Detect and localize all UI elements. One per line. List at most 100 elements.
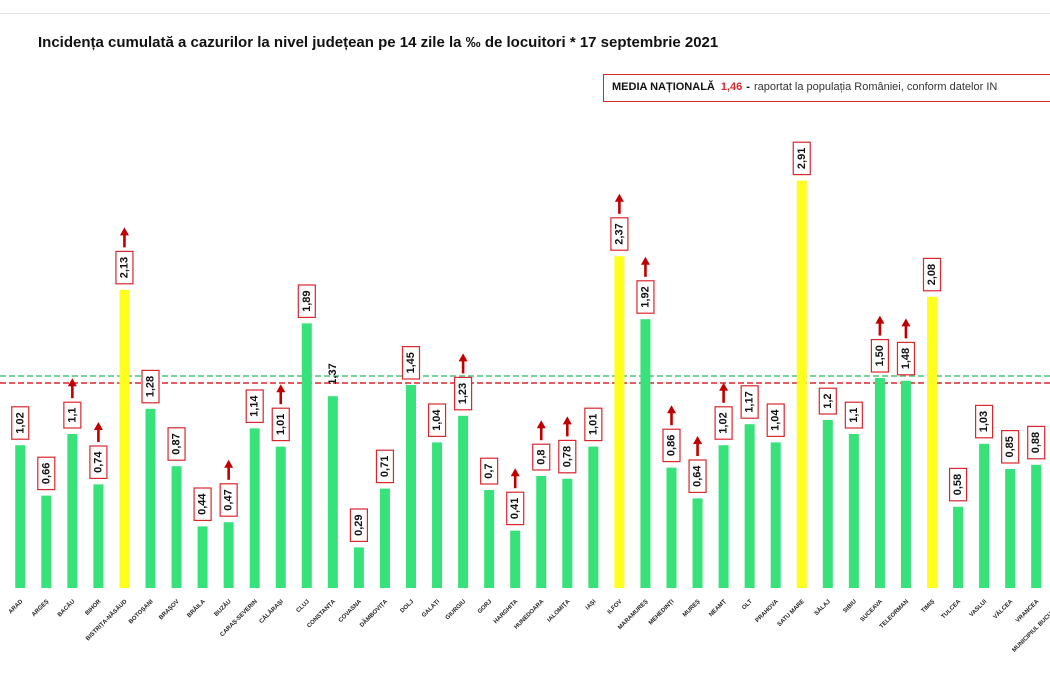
value-label-box <box>922 257 942 292</box>
value-label: 1,50 <box>874 345 886 366</box>
value-label-box <box>688 459 707 494</box>
bar <box>41 495 52 588</box>
category-label: ILFOV <box>607 599 624 616</box>
bar <box>484 490 495 588</box>
category-label: CONSTANȚA <box>306 598 337 629</box>
value-label-box <box>948 467 968 502</box>
value-label-box <box>844 401 863 429</box>
value-label: 0,41 <box>509 498 521 519</box>
value-label: 2,13 <box>118 257 130 278</box>
value-label: 1,04 <box>770 409 782 431</box>
category-label: OLT <box>741 599 754 612</box>
value-label-box <box>401 346 421 380</box>
category-label: VRANCEA <box>1015 598 1041 624</box>
bar <box>536 476 547 588</box>
trend-arrow-head <box>875 315 885 324</box>
value-label-box <box>740 385 759 419</box>
trend-arrow-head <box>640 256 650 265</box>
category-label: DOLJ <box>400 599 416 615</box>
category-label: SIBIU <box>842 599 858 615</box>
value-label: 0,47 <box>223 489 235 510</box>
national-average-dash: - <box>746 81 750 93</box>
bar <box>874 378 885 588</box>
value-label-box <box>427 403 447 438</box>
value-label: 1,04 <box>431 409 443 431</box>
trend-arrow-head <box>693 436 703 444</box>
category-label: MEHEDINȚI <box>648 599 676 627</box>
top-divider <box>0 13 1050 14</box>
value-label-box <box>532 443 551 471</box>
value-label: 0,74 <box>92 451 104 473</box>
value-label: 0,88 <box>1030 432 1042 453</box>
value-label: 0,29 <box>353 514 365 535</box>
value-label-box <box>636 280 655 314</box>
trend-arrow-head <box>510 468 520 477</box>
bar <box>588 446 599 588</box>
bar <box>458 415 469 588</box>
value-label: 1,1 <box>66 407 78 422</box>
value-label-box <box>245 389 264 424</box>
category-label: VASLUI <box>969 599 989 619</box>
value-label-box <box>271 407 290 442</box>
national-average-note: raportat la populația României, conform … <box>753 81 998 93</box>
value-label: 1,01 <box>587 414 599 435</box>
value-label-box <box>219 483 238 517</box>
value-label: 1,01 <box>275 414 287 435</box>
bar <box>353 547 364 588</box>
bar <box>510 530 521 588</box>
bar <box>744 424 755 588</box>
trend-arrow-head <box>224 459 234 468</box>
bar <box>249 428 260 588</box>
category-label: ARAD <box>8 598 25 615</box>
bar <box>275 446 286 588</box>
value-label: 0,58 <box>952 474 964 495</box>
category-label: GORJ <box>477 599 493 615</box>
bar <box>119 289 130 588</box>
bar <box>1031 464 1042 588</box>
value-label: 1,14 <box>249 395 261 417</box>
value-label-box <box>766 403 785 438</box>
bar <box>953 506 964 588</box>
bar <box>692 498 703 588</box>
value-label: 1,17 <box>744 391 756 412</box>
bar <box>770 442 781 588</box>
national-average-box: MEDIA NAȚIONALĂ 1,46- raportat la populați… <box>603 74 1050 102</box>
value-label-box <box>896 341 916 376</box>
value-label-box <box>974 404 994 439</box>
value-label: 1,02 <box>718 412 730 433</box>
value-label-box <box>115 250 134 285</box>
value-label: 0,8 <box>535 449 547 464</box>
chart-title: Incidența cumulată a cazurilor la nivel … <box>38 34 719 51</box>
value-label: 1,2 <box>822 393 834 408</box>
trend-arrow-head <box>719 382 729 391</box>
category-label: IALOMIȚA <box>547 598 572 623</box>
category-label: IAȘI <box>585 599 598 612</box>
value-label: 1,92 <box>639 286 651 307</box>
trend-arrow-head <box>119 227 129 236</box>
value-label-box <box>610 217 629 251</box>
bar <box>796 180 807 588</box>
value-label-box <box>480 457 499 485</box>
bar <box>1005 469 1016 588</box>
category-label: PRAHOVA <box>755 598 781 624</box>
value-label-box <box>193 487 212 522</box>
bar <box>67 434 78 588</box>
bar <box>666 467 677 588</box>
trend-arrow-head <box>536 420 546 429</box>
trend-arrow-head <box>67 378 77 387</box>
value-label: 2,37 <box>613 223 625 244</box>
category-label: GIURGIU <box>445 599 467 621</box>
category-label: BIHOR <box>85 598 103 616</box>
category-label: BUZĂU <box>213 598 233 618</box>
value-label-box <box>37 456 56 491</box>
category-label: BRĂILA <box>186 598 207 619</box>
category-label: COVASNA <box>338 598 364 624</box>
value-label-box <box>584 407 603 442</box>
value-label: 1,28 <box>145 376 157 397</box>
value-label: 0,71 <box>379 456 391 477</box>
value-label: 1,03 <box>978 411 990 432</box>
category-label: BACĂU <box>56 598 76 618</box>
category-label: BRAȘOV <box>158 599 180 621</box>
bar <box>171 466 182 588</box>
bar <box>197 526 208 588</box>
